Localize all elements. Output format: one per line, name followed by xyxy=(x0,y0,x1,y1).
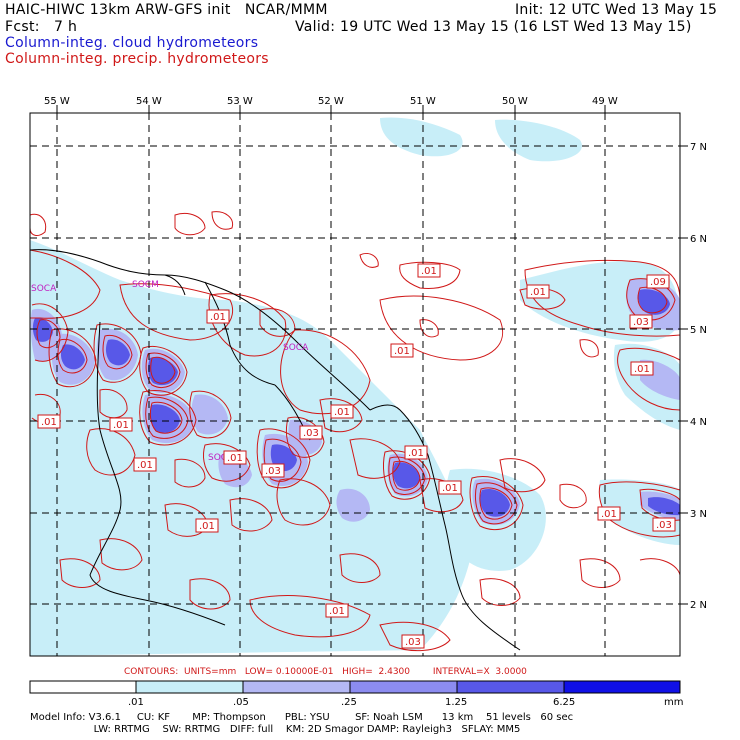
colorbar-tick-label: .05 xyxy=(233,697,249,708)
colorbar-segment xyxy=(456,680,565,694)
contour-labels: .01 .01 .09 .01 .01 .03 .01 .01 .01 .01 … xyxy=(37,263,676,649)
init-time: Init: 12 UTC Wed 13 May 15 xyxy=(515,2,718,18)
colorbar-segment xyxy=(29,680,137,694)
contour-label: .03 xyxy=(261,463,285,478)
contour-info: CONTOURS: UNITS=mm LOW= 0.10000E-01 HIGH… xyxy=(124,667,527,677)
model-info-line1: Model Info: V3.6.1 CU: KF MP: Thompson P… xyxy=(30,712,574,723)
lat-label: 5 N xyxy=(690,325,707,336)
station-label: SOCA xyxy=(31,284,57,294)
colorbar-segment xyxy=(563,680,681,694)
svg-text:.01: .01 xyxy=(113,420,129,431)
svg-text:.01: .01 xyxy=(408,448,424,459)
contour-label: .03 xyxy=(401,634,425,649)
svg-text:.01: .01 xyxy=(137,460,153,471)
svg-text:.03: .03 xyxy=(303,428,319,439)
svg-text:.03: .03 xyxy=(656,520,672,531)
station-label: SOOA xyxy=(208,453,235,463)
svg-text:.01: .01 xyxy=(329,606,345,617)
lat-label: 4 N xyxy=(690,417,707,428)
colorbar-tick-label: 6.25 xyxy=(553,697,575,708)
lat-lon-grid xyxy=(30,113,680,656)
lon-label: 49 W xyxy=(592,96,618,107)
svg-text:.01: .01 xyxy=(442,483,458,494)
lon-label: 51 W xyxy=(410,96,436,107)
svg-text:.03: .03 xyxy=(633,317,649,328)
lon-label: 52 W xyxy=(318,96,344,107)
svg-text:.01: .01 xyxy=(601,509,617,520)
field-label-precip: Column-integ. precip. hydrometeors xyxy=(5,51,269,67)
svg-text:.01: .01 xyxy=(634,364,650,375)
plot-title: HAIC-HIWC 13km ARW-GFS init NCAR/MMM xyxy=(5,2,328,18)
lon-label: 50 W xyxy=(502,96,528,107)
svg-text:.01: .01 xyxy=(227,453,243,464)
contour-label: .01 xyxy=(37,414,61,429)
lat-label: 3 N xyxy=(690,509,707,520)
tick-marks xyxy=(56,105,688,605)
station-label: SOCM xyxy=(132,280,159,290)
svg-text:.01: .01 xyxy=(530,287,546,298)
contour-label: .01 xyxy=(597,506,621,521)
colorbar: .01 .05 .25 1.25 6.25 mm xyxy=(29,680,683,708)
contour-label: .01 xyxy=(133,457,157,472)
lat-label: 6 N xyxy=(690,234,707,245)
svg-text:.01: .01 xyxy=(334,407,350,418)
contour-label: .03 xyxy=(629,314,653,329)
colorbar-tick-label: .01 xyxy=(128,697,144,708)
contour-label: .01 xyxy=(223,450,247,465)
lon-label: 55 W xyxy=(44,96,70,107)
lat-label: 7 N xyxy=(690,142,707,153)
station-label: SOCA xyxy=(283,343,309,353)
colorbar-units: mm xyxy=(664,697,683,708)
cloud-shading-light xyxy=(30,117,680,656)
svg-text:.01: .01 xyxy=(41,417,57,428)
contour-label: .01 xyxy=(526,284,550,299)
contour-label: .01 xyxy=(438,480,462,495)
map-fields xyxy=(30,117,680,656)
svg-text:.01: .01 xyxy=(210,312,226,323)
contour-label: .01 xyxy=(206,309,230,324)
valid-time: Valid: 19 UTC Wed 13 May 15 (16 LST Wed … xyxy=(295,19,692,35)
contour-label: .09 xyxy=(646,274,670,289)
svg-text:.03: .03 xyxy=(405,637,421,648)
lon-label: 53 W xyxy=(227,96,253,107)
colorbar-tick-label: 1.25 xyxy=(445,697,467,708)
contour-label: .01 xyxy=(330,404,354,419)
map-frame xyxy=(29,112,681,657)
coastline-borders xyxy=(30,249,521,651)
svg-text:.01: .01 xyxy=(421,266,437,277)
contour-label: .01 xyxy=(325,603,349,618)
contour-label: .01 xyxy=(109,417,133,432)
svg-text:.01: .01 xyxy=(199,521,215,532)
model-info-line2: LW: RRTMG SW: RRTMG DIFF: full KM: 2D Sm… xyxy=(30,724,521,735)
contour-label: .01 xyxy=(390,343,414,358)
contour-label: .01 xyxy=(630,361,654,376)
contour-label: .03 xyxy=(299,425,323,440)
contour-label: .01 xyxy=(404,445,428,460)
colorbar-segment xyxy=(349,680,458,694)
colorbar-segment xyxy=(242,680,351,694)
svg-text:.01: .01 xyxy=(394,346,410,357)
contour-label: .01 xyxy=(417,263,441,278)
contour-label: .03 xyxy=(652,517,676,532)
forecast-hour: Fcst: 7 h xyxy=(5,19,78,35)
colorbar-segment xyxy=(135,680,244,694)
lat-label: 2 N xyxy=(690,600,707,611)
svg-text:.09: .09 xyxy=(650,277,666,288)
field-label-cloud: Column-integ. cloud hydrometeors xyxy=(5,35,259,51)
precip-contours xyxy=(30,211,680,652)
lon-label: 54 W xyxy=(136,96,162,107)
contour-label: .01 xyxy=(195,518,219,533)
svg-text:.03: .03 xyxy=(265,466,281,477)
colorbar-tick-label: .25 xyxy=(341,697,357,708)
